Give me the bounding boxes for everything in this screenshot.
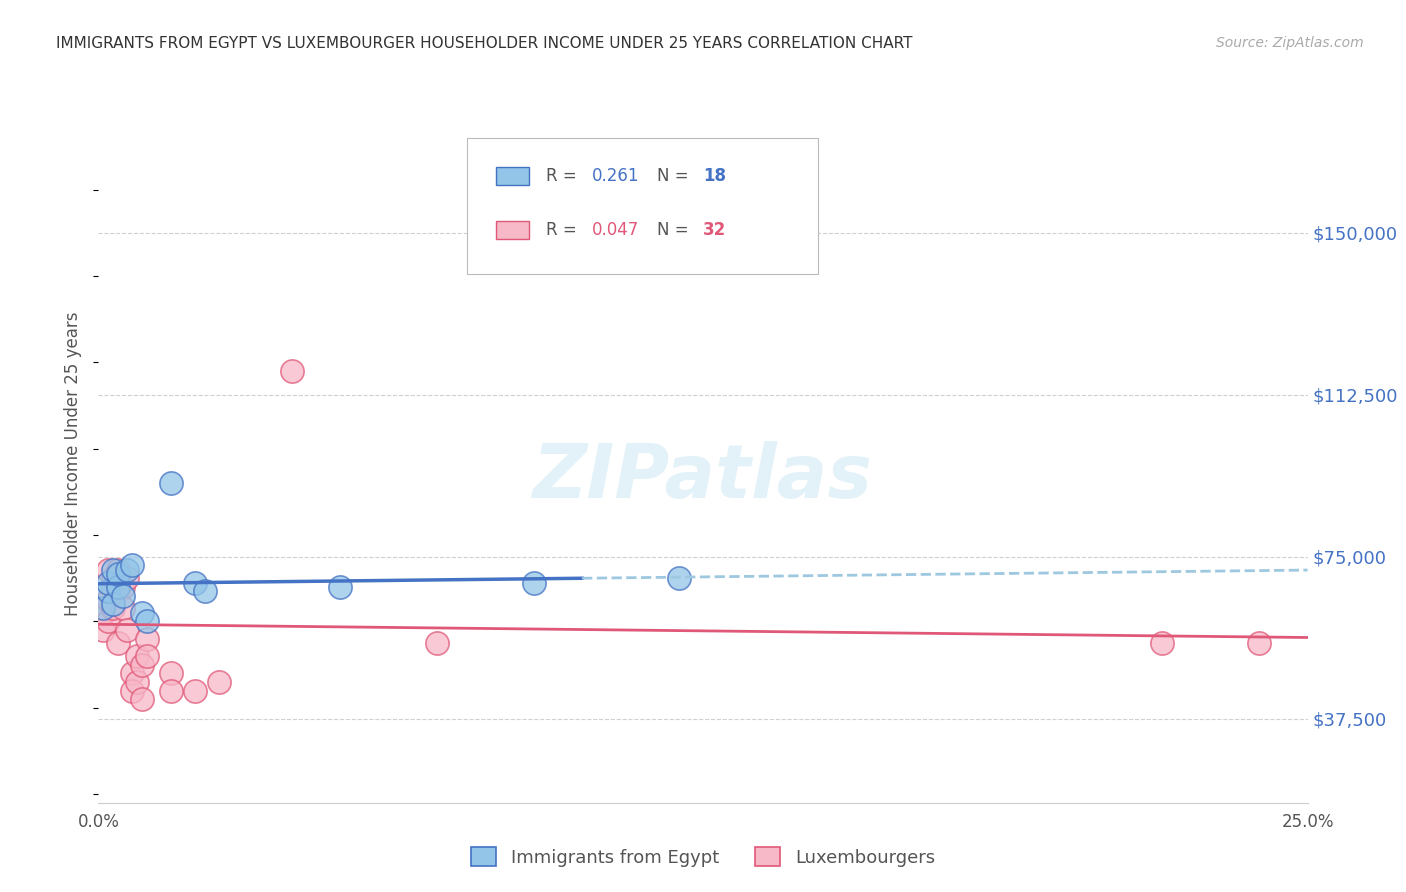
Point [91,601,114,615]
Point [97,584,120,599]
Point [131,657,153,672]
Point [107,563,129,577]
Point [135,615,157,629]
Point [91,597,114,611]
Point [91,606,114,620]
Point [668,571,690,585]
Point [97,592,120,607]
Text: R =: R = [546,167,582,185]
Point [184,575,207,590]
Point [107,584,129,599]
Y-axis label: Householder Income Under 25 years: Householder Income Under 25 years [65,311,83,616]
Point [208,674,231,689]
FancyBboxPatch shape [496,167,529,185]
Point [97,575,120,590]
Point [329,580,352,594]
Point [127,674,149,689]
Point [131,692,153,706]
Point [97,615,120,629]
Point [1249,636,1271,650]
Point [281,364,304,378]
Point [107,636,129,650]
Point [194,584,217,599]
Point [160,666,183,681]
Point [101,601,124,615]
Point [111,589,134,603]
Point [121,666,143,681]
Point [121,683,143,698]
Point [160,476,183,491]
Point [111,580,134,594]
Point [117,623,139,637]
Point [91,623,114,637]
Point [127,648,149,663]
Point [135,648,157,663]
Point [135,632,157,646]
Text: 32: 32 [703,221,727,239]
Text: IMMIGRANTS FROM EGYPT VS LUXEMBOURGER HOUSEHOLDER INCOME UNDER 25 YEARS CORRELAT: IMMIGRANTS FROM EGYPT VS LUXEMBOURGER HO… [56,36,912,51]
Point [101,597,124,611]
Point [111,601,134,615]
Text: 0.261: 0.261 [592,167,640,185]
Point [184,683,207,698]
Text: ZIPatlas: ZIPatlas [533,441,873,514]
FancyBboxPatch shape [467,138,818,274]
Point [101,580,124,594]
Text: 18: 18 [703,167,725,185]
Point [101,563,124,577]
Text: N =: N = [657,167,695,185]
Point [117,563,139,577]
Legend: Immigrants from Egypt, Luxembourgers: Immigrants from Egypt, Luxembourgers [464,840,942,874]
Point [426,636,449,650]
Text: R =: R = [546,221,582,239]
Point [523,575,546,590]
Point [117,571,139,585]
Text: N =: N = [657,221,695,239]
Point [107,580,129,594]
Point [101,571,124,585]
FancyBboxPatch shape [496,221,529,239]
Point [107,566,129,581]
Point [160,683,183,698]
Point [121,558,143,573]
Point [131,606,153,620]
Point [1152,636,1174,650]
Point [97,563,120,577]
Text: Source: ZipAtlas.com: Source: ZipAtlas.com [1216,36,1364,50]
Text: 0.047: 0.047 [592,221,638,239]
